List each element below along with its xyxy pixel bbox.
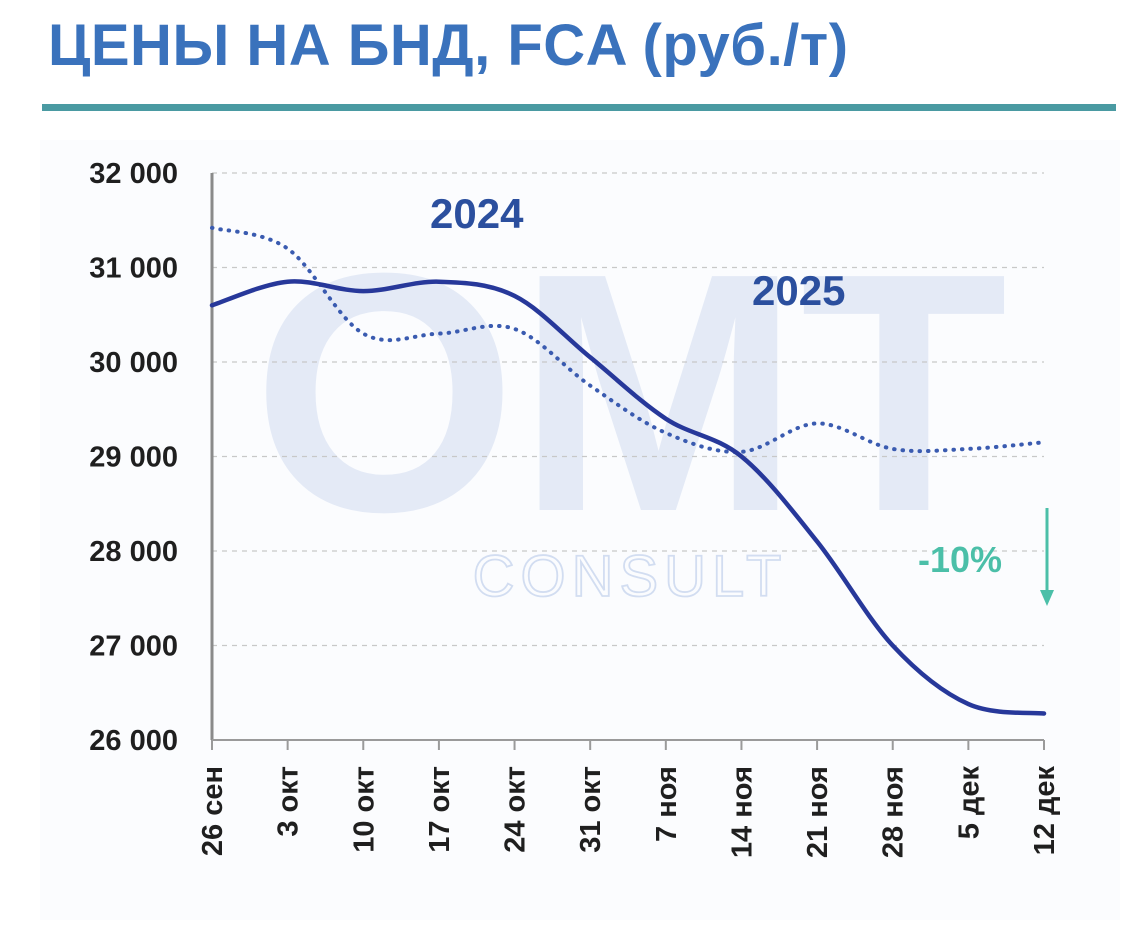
x-tick-label-8: 21 ноя [802, 766, 834, 858]
x-tick-label-4: 24 окт [500, 766, 532, 853]
y-tick-labels: 26 000 27 000 28 000 29 000 30 000 31 000 32 0… [89, 158, 178, 757]
series-line-2024 [210, 225, 1046, 454]
series-lines [209, 225, 1047, 716]
x-tick-labels: 26 сен 3 окт 10 окт 17 окт 24 окт 31 окт 7 ноя… [197, 766, 1061, 859]
grid-lines [212, 172, 1044, 647]
x-tick-label-9: 28 ноя [878, 766, 910, 858]
x-tick-label-11: 12 дек [1029, 766, 1061, 856]
x-tick-label-2: 10 окт [348, 766, 380, 853]
x-tick-label-3: 17 окт [424, 766, 456, 853]
change-arrow-head [1040, 590, 1054, 606]
x-tick-label-10: 5 дек [953, 766, 985, 840]
y-tick-label-5: 31 000 [89, 253, 178, 285]
watermark: OMT CONSULT [252, 203, 1007, 610]
series-labels: 2024 2025 [430, 190, 845, 314]
axes [210, 173, 1045, 750]
y-tick-label-3: 29 000 [89, 442, 178, 474]
y-tick-label-4: 30 000 [89, 347, 178, 379]
page-title: ЦЕНЫ НА БНД, FCA (руб./т) [48, 13, 849, 78]
change-label: -10% [918, 539, 1002, 580]
y-tick-label-6: 32 000 [89, 158, 178, 190]
watermark-sub: CONSULT [473, 544, 788, 609]
y-tick-label-1: 27 000 [89, 631, 178, 663]
series-label-2024: 2024 [430, 190, 524, 237]
x-tick-label-7: 14 ноя [726, 766, 758, 858]
x-tick-label-1: 3 окт [273, 766, 305, 837]
y-tick-label-0: 26 000 [89, 725, 178, 757]
series-line-2025 [209, 279, 1047, 716]
title-divider [42, 104, 1116, 111]
change-annotation: -10% [918, 508, 1054, 606]
x-tick-label-5: 31 окт [575, 766, 607, 853]
x-tick-label-0: 26 сен [197, 766, 229, 856]
series-label-2025: 2025 [752, 267, 845, 314]
chart-background [40, 140, 1120, 920]
y-tick-label-2: 28 000 [89, 536, 178, 568]
x-tick-label-6: 7 ноя [651, 766, 683, 842]
